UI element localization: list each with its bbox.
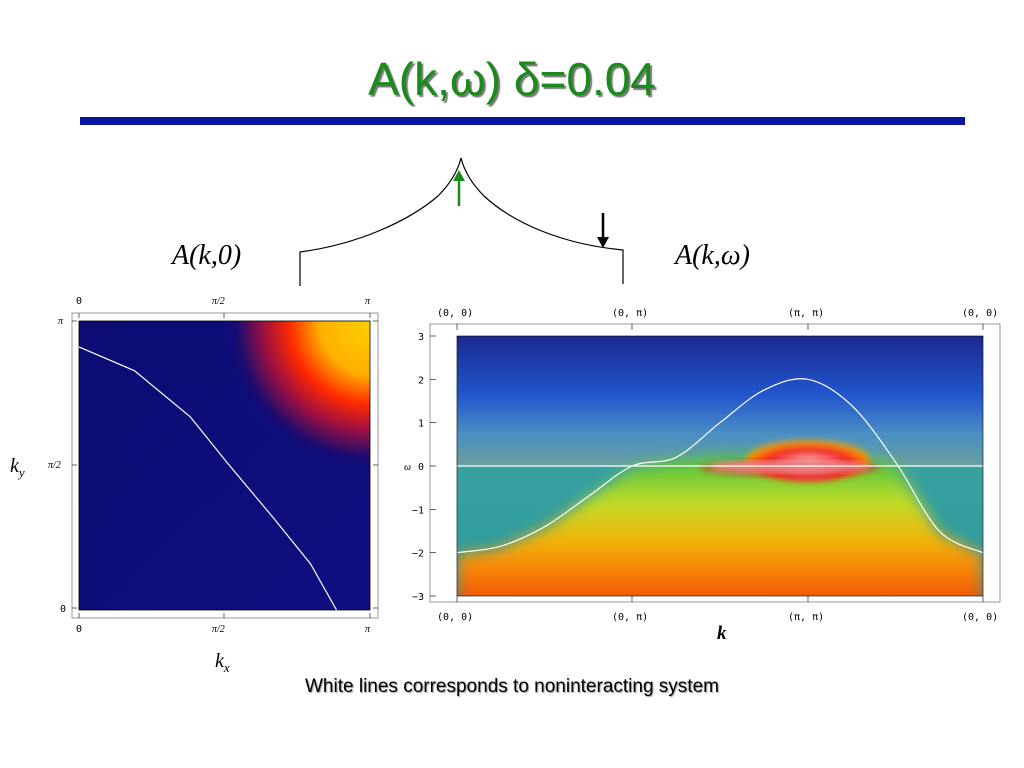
title-rule <box>80 117 965 125</box>
noninteracting-fermi-surface <box>78 346 338 611</box>
left-y-tick-1: π/2 <box>48 460 61 471</box>
black-down-arrow <box>597 213 609 248</box>
label-a-k-0: A(k,0) <box>172 240 241 272</box>
noninteracting-dispersion <box>456 378 984 554</box>
right-y-axis-label: ω <box>404 462 411 473</box>
right-top-tick-2: (π, π) <box>788 308 824 319</box>
right-bottom-tick-1: (0, π) <box>612 612 648 623</box>
left-bottom-tick-2: π <box>365 624 371 635</box>
caption: White lines corresponds to noninteractin… <box>305 676 719 697</box>
dos-schematic-curve <box>299 157 624 286</box>
right-y-tick-4: −1 <box>412 505 424 516</box>
left-bottom-tick-0: 0 <box>76 624 82 635</box>
left-axes: 0 π/2 π 0 π/2 π 0 π/2 π <box>48 296 379 635</box>
k-axis-label: k <box>717 623 727 644</box>
right-axes: (0, 0) (0, π) (π, π) (0, 0) (0, 0) (0, π… <box>404 308 1001 623</box>
right-heatmap <box>456 335 984 597</box>
right-top-tick-1: (0, π) <box>612 308 648 319</box>
green-up-arrow <box>453 170 465 206</box>
right-bottom-tick-2: (π, π) <box>788 612 824 623</box>
right-y-tick-0: 3 <box>418 332 424 343</box>
kx-axis-label: kx <box>215 650 230 675</box>
left-heatmap <box>78 320 371 611</box>
left-bottom-tick-1: π/2 <box>212 624 225 635</box>
label-a-k-omega-text: A(k,ω) <box>675 240 750 271</box>
right-y-tick-1: 2 <box>418 375 424 386</box>
right-y-tick-6: −3 <box>412 592 424 603</box>
left-top-tick-0: 0 <box>76 296 82 307</box>
right-y-tick-3: 0 <box>418 462 424 473</box>
right-top-tick-0: (0, 0) <box>437 308 473 319</box>
left-top-tick-1: π/2 <box>212 296 225 307</box>
ky-axis-label: ky <box>10 455 25 480</box>
right-top-tick-3: (0, 0) <box>962 308 998 319</box>
left-top-tick-2: π <box>365 296 371 307</box>
right-bottom-tick-3: (0, 0) <box>962 612 998 623</box>
right-y-tick-2: 1 <box>418 419 424 430</box>
left-y-tick-2: π <box>58 316 64 327</box>
label-a-k-0-text: A(k,0) <box>172 240 242 271</box>
right-bottom-tick-0: (0, 0) <box>437 612 473 623</box>
right-y-tick-5: −2 <box>412 549 424 560</box>
left-y-tick-0: 0 <box>60 604 66 615</box>
slide-title: A(k,ω) δ=0.04 <box>368 53 656 105</box>
label-a-k-omega: A(k,ω) <box>675 240 750 272</box>
